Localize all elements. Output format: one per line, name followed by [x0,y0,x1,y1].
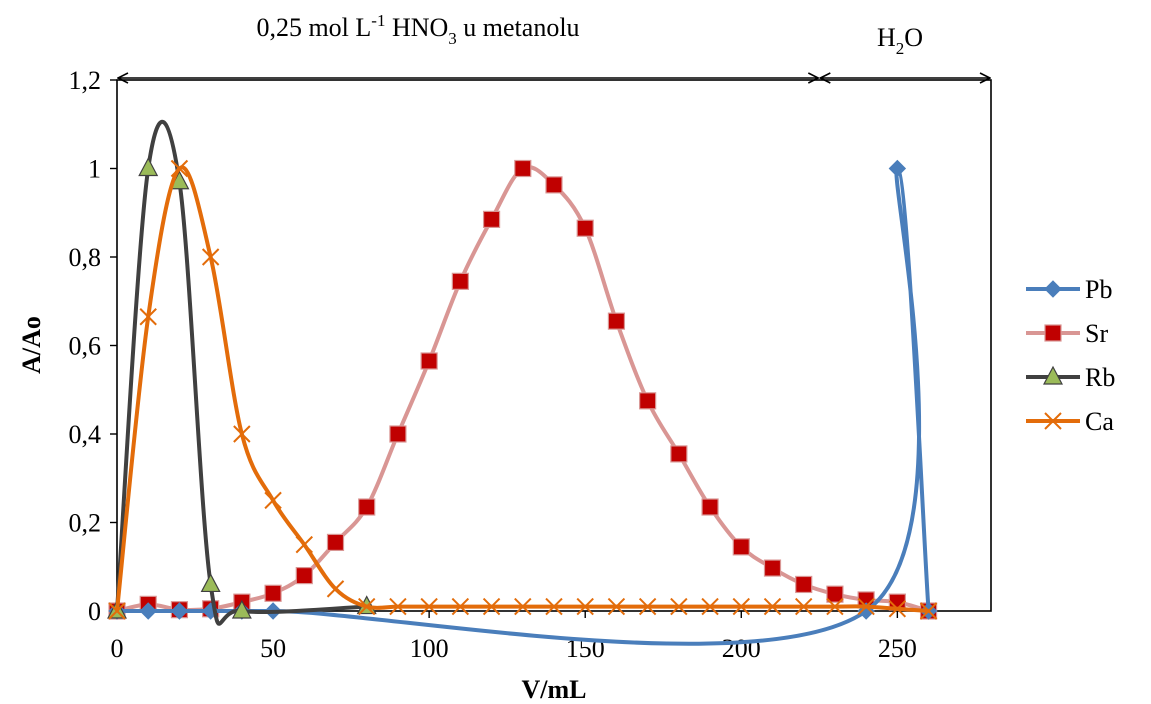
legend-item-rb: Rb [1026,363,1115,392]
series-line-pb [117,166,931,646]
y-tick-label: 0,4 [69,420,102,449]
eluent2-label: H2O [877,23,923,58]
data-point-sr [295,566,313,585]
data-point-ca [607,597,626,616]
data-point-ca [795,597,813,616]
data-point-ca [670,597,688,616]
data-point-ca [763,597,782,616]
legend-marker [1044,324,1062,342]
data-point-sr [826,585,844,603]
series-ca [108,159,938,620]
y-tick-label: 0,8 [69,243,102,272]
data-point-sr [326,533,345,552]
data-point-sr [795,575,813,594]
data-point-ca [389,597,407,616]
y-axis: 0 0,2 0,4 0,6 0,8 1 1,2 [69,66,117,626]
x-tick-label: 200 [722,634,761,663]
data-point-ca [358,597,376,616]
data-point-ca [919,602,938,620]
legend-marker [1043,365,1063,385]
data-point-ca [482,597,501,616]
legend: Pb Sr Rb Ca [1026,275,1115,436]
data-point-sr [389,425,407,443]
data-point-sr [420,352,438,370]
legend-label: Rb [1085,363,1115,392]
data-point-ca [732,597,750,616]
series-line-ca [115,165,929,613]
series-pb [108,159,938,646]
data-point-ca [201,248,220,266]
x-axis-title: V/mL [522,675,587,704]
x-tick-label: 50 [260,634,286,663]
y-axis-title: A/Ao [17,316,46,374]
data-point-ca [701,597,719,616]
data-point-ca [576,597,594,616]
data-point-sr [514,159,532,178]
data-point-sr [639,392,657,410]
plot-area [116,79,992,612]
series-line-sr [116,165,930,613]
data-point-pb [170,602,189,620]
data-point-ca [826,597,844,616]
legend-item-sr: Sr [1026,319,1108,348]
data-point-ca [233,425,251,443]
data-point-sr [763,559,782,577]
y-tick-label: 1 [88,155,101,184]
data-point-ca [108,602,126,620]
data-point-ca [451,597,470,616]
y-tick-label: 0,6 [69,332,102,361]
data-point-ca [139,308,157,326]
legend-label: Ca [1085,407,1114,436]
data-point-ca [170,159,189,178]
data-point-ca [888,600,907,618]
data-point-sr [545,176,563,194]
data-point-sr [607,312,626,330]
y-tick-label: 0 [88,597,101,626]
x-tick-label: 100 [410,634,449,663]
data-point-rb [231,599,252,619]
legend-item-pb: Pb [1026,275,1112,304]
y-tick-label: 0,2 [69,509,102,538]
data-point-ca [857,597,875,616]
series-rb [107,119,377,626]
data-point-sr [451,272,469,290]
data-point-ca [264,491,282,510]
data-point-pb [888,159,907,178]
x-tick-label: 0 [111,634,124,663]
legend-label: Pb [1085,275,1112,304]
y-tick-label: 1,2 [69,66,102,95]
data-point-ca [545,597,563,616]
legend-item-ca: Ca [1026,407,1114,436]
data-point-ca [326,580,345,598]
data-point-sr [576,219,594,237]
data-point-pb [139,602,157,620]
data-point-ca [638,597,657,616]
data-point-rb [200,573,221,593]
legend-marker [1044,280,1062,298]
data-point-rb [138,157,159,177]
legend-marker [1044,412,1062,430]
data-point-sr [732,538,750,556]
eluent1-label: 0,25 mol L-1 HNO3 u metanolu [256,11,579,48]
data-point-ca [420,597,438,616]
legend-label: Sr [1085,319,1108,348]
data-point-ca [295,535,313,554]
x-tick-label: 250 [878,634,917,663]
data-point-sr [264,584,282,602]
data-point-sr [482,210,501,228]
data-point-sr [670,445,688,463]
data-point-ca [514,597,532,616]
data-point-sr [358,498,376,516]
series-layer [107,119,938,646]
x-axis: 0 50 100 150 200 250 [111,611,917,663]
data-point-sr [701,498,719,516]
